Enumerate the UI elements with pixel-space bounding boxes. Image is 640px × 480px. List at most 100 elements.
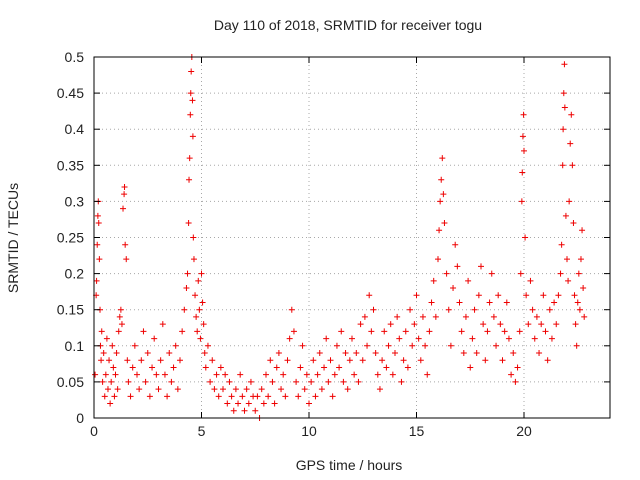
y-axis-label: SRMTID / TECUs — [5, 183, 21, 293]
data-point — [271, 400, 278, 407]
data-point — [112, 371, 119, 378]
data-point — [432, 313, 439, 320]
data-point — [115, 328, 122, 335]
data-point — [93, 277, 100, 284]
data-point — [306, 400, 312, 407]
data-point — [188, 68, 195, 75]
data-point — [440, 191, 447, 198]
data-point — [190, 256, 197, 263]
y-tick-label: 0.05 — [57, 374, 84, 390]
data-point — [560, 126, 567, 133]
data-point — [437, 198, 444, 205]
data-point — [107, 400, 114, 407]
data-point — [439, 155, 446, 162]
data-point — [381, 328, 388, 335]
data-point — [247, 378, 254, 385]
data-point — [495, 292, 502, 299]
data-point — [331, 371, 338, 378]
data-point — [220, 386, 226, 393]
data-point — [482, 357, 489, 364]
data-point — [533, 313, 540, 320]
data-point — [94, 212, 101, 219]
data-point — [561, 104, 568, 111]
data-point — [560, 90, 567, 97]
x-axis: 0 5 10 15 20 — [90, 57, 532, 439]
data-point — [323, 335, 330, 342]
data-point — [117, 306, 124, 313]
data-point — [193, 313, 200, 320]
data-point — [98, 357, 105, 364]
data-point — [521, 147, 527, 154]
data-point — [260, 400, 267, 407]
data-point — [450, 285, 457, 292]
data-point — [407, 306, 414, 313]
data-point — [359, 357, 366, 364]
data-point — [104, 386, 111, 393]
data-point — [215, 393, 222, 400]
data-point — [516, 328, 523, 335]
data-point — [568, 111, 575, 118]
data-point — [366, 292, 373, 299]
data-point — [522, 234, 529, 241]
data-point — [164, 393, 171, 400]
data-point — [338, 328, 345, 335]
data-point — [310, 357, 317, 364]
data-point — [394, 313, 401, 320]
data-point — [340, 378, 347, 385]
data-point — [187, 90, 194, 97]
data-point — [157, 357, 164, 364]
data-point — [230, 407, 237, 414]
data-point — [342, 350, 349, 357]
data-point — [185, 220, 192, 227]
y-tick-label: 0.45 — [57, 85, 84, 101]
data-point — [245, 400, 252, 407]
data-point — [438, 176, 445, 183]
data-point — [204, 342, 211, 349]
data-point — [349, 335, 355, 342]
data-point — [222, 371, 229, 378]
data-point — [109, 342, 116, 349]
data-point — [217, 364, 224, 371]
data-point — [580, 285, 587, 292]
data-point — [512, 378, 519, 385]
data-point — [243, 386, 250, 393]
data-point — [92, 371, 99, 378]
data-point — [564, 256, 570, 263]
data-point — [209, 357, 216, 364]
data-point — [415, 335, 422, 342]
data-point — [199, 299, 206, 306]
data-point — [540, 292, 547, 299]
data-point — [161, 371, 168, 378]
data-point — [574, 299, 581, 306]
data-point — [114, 386, 121, 393]
data-point — [573, 342, 580, 349]
data-point — [561, 61, 568, 68]
data-point — [327, 357, 334, 364]
data-point — [226, 378, 233, 385]
data-point — [197, 335, 204, 342]
y-tick-label: 0 — [76, 410, 84, 426]
data-point — [355, 378, 362, 385]
data-point — [551, 299, 558, 306]
data-point — [565, 277, 572, 284]
y-tick-label: 0.5 — [65, 49, 85, 65]
data-point — [402, 328, 409, 335]
data-point — [575, 270, 582, 277]
data-point — [207, 378, 214, 385]
data-point — [523, 292, 530, 299]
data-point — [100, 350, 107, 357]
data-point — [237, 371, 244, 378]
data-point — [376, 386, 383, 393]
data-point — [273, 364, 280, 371]
data-point — [577, 256, 584, 263]
data-point — [295, 393, 302, 400]
x-tick-label: 15 — [409, 423, 425, 439]
data-point — [443, 270, 450, 277]
data-point — [519, 169, 526, 176]
data-point — [336, 364, 343, 371]
data-point — [314, 371, 321, 378]
data-point — [430, 277, 437, 284]
data-point — [344, 386, 351, 393]
data-point — [177, 357, 183, 364]
data-point — [441, 220, 448, 227]
